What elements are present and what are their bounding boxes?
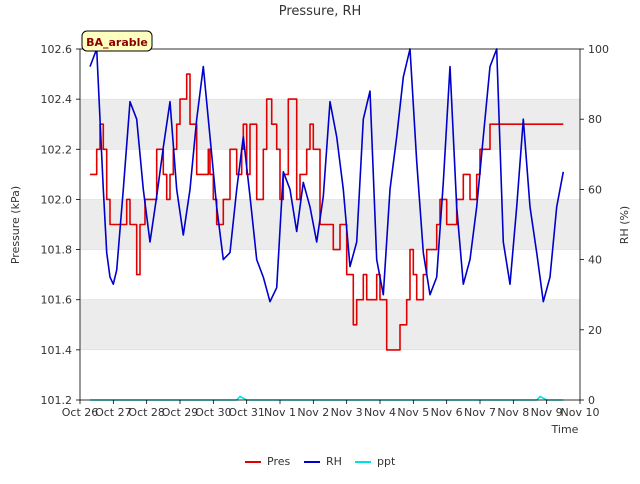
series-line-rh	[89, 48, 565, 303]
y-right-tick-label: 60	[588, 183, 602, 196]
x-tick-label: Oct 29	[162, 406, 199, 419]
x-tick-label: Oct 26	[62, 406, 99, 419]
y-right-axis-label: RH (%)	[618, 206, 631, 244]
x-tick-label: Nov 2	[297, 406, 329, 419]
legend-label-pres: Pres	[267, 455, 290, 468]
y-left-tick-label: 101.2	[41, 394, 73, 407]
x-tick-label: Nov 1	[264, 406, 296, 419]
station-annotation: BA_arable	[81, 30, 153, 52]
x-tick-label: Oct 31	[228, 406, 265, 419]
y-right-axis-ticks: 0 20 40 60 80 100	[580, 43, 609, 407]
y-right-tick-label: 100	[588, 43, 609, 56]
legend-label-rh: RH	[326, 455, 342, 468]
x-tick-label: Nov 8	[497, 406, 529, 419]
y-right-tick-label: 80	[588, 113, 602, 126]
x-tick-label: Oct 27	[95, 406, 132, 419]
y-left-axis-ticks: 101.2 101.4 101.6 101.8 102.0 102.2 102.4 102.6	[41, 43, 80, 407]
annotation-text: BA_arable	[86, 36, 148, 49]
legend-label-ppt: ppt	[377, 455, 396, 468]
x-axis-label: Time	[551, 423, 579, 436]
y-left-tick-label: 102.2	[41, 143, 73, 156]
x-tick-label: Oct 28	[128, 406, 165, 419]
legend: Pres RH ppt	[245, 455, 396, 468]
y-left-tick-label: 101.4	[41, 344, 73, 357]
series-line-pres	[90, 73, 564, 351]
series-line-ppt	[90, 395, 564, 401]
x-tick-label: Nov 3	[331, 406, 363, 419]
x-tick-label: Nov 10	[561, 406, 600, 419]
y-left-tick-label: 101.6	[41, 294, 73, 307]
y-left-tick-label: 101.8	[41, 244, 73, 257]
x-tick-label: Oct 30	[195, 406, 232, 419]
background-band	[80, 299, 580, 350]
y-left-axis-label: Pressure (kPa)	[9, 186, 22, 264]
annotation-box	[81, 30, 153, 52]
x-tick-label: Nov 5	[397, 406, 429, 419]
y-left-tick-label: 102.4	[41, 93, 73, 106]
x-tick-label: Nov 4	[364, 406, 396, 419]
y-left-tick-label: 102.0	[41, 193, 73, 206]
x-tick-label: Nov 9	[531, 406, 563, 419]
y-left-tick-label: 102.6	[41, 43, 73, 56]
chart-title: Pressure, RH	[279, 4, 362, 19]
y-right-tick-label: 0	[588, 394, 595, 407]
plot-frame	[79, 48, 581, 401]
x-tick-label: Nov 6	[431, 406, 463, 419]
x-tick-label: Nov 7	[464, 406, 496, 419]
y-right-tick-label: 20	[588, 324, 602, 337]
y-right-tick-label: 40	[588, 254, 602, 267]
